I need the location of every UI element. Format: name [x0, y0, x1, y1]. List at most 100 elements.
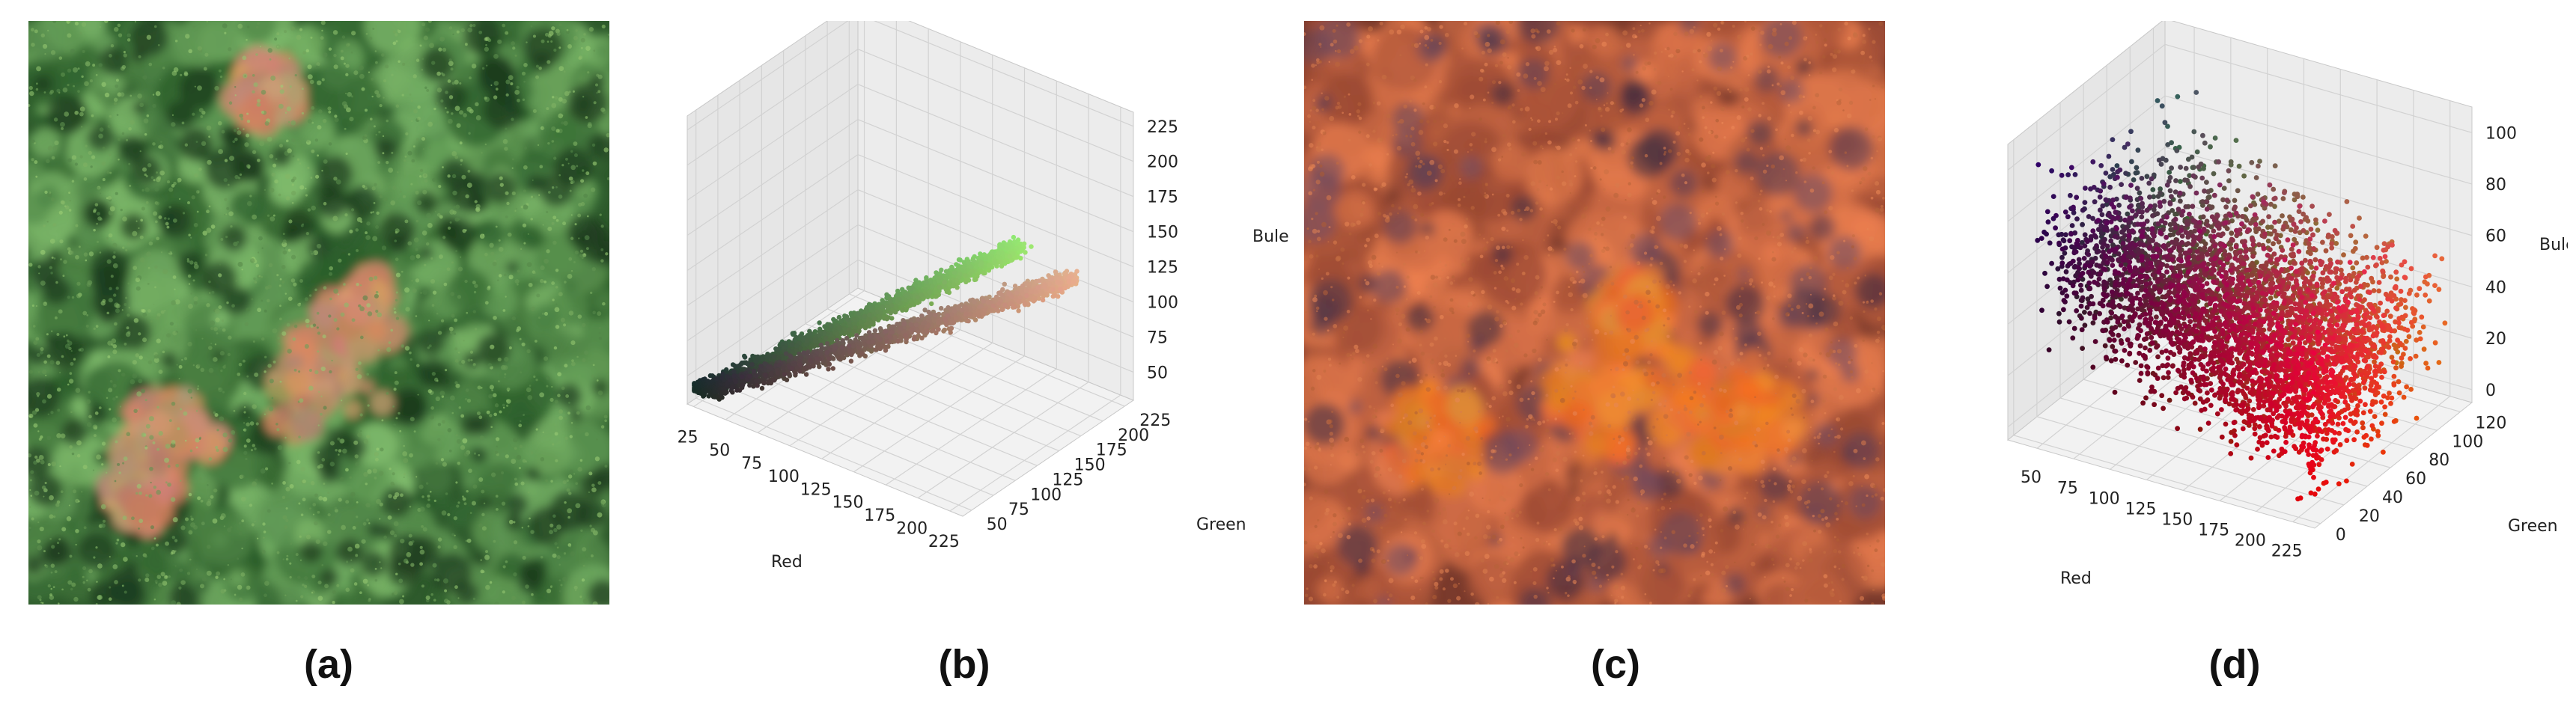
- scatter-point: [2399, 355, 2405, 361]
- scatter-point: [2393, 269, 2399, 275]
- scatter-point: [2352, 245, 2358, 251]
- scatter-point: [740, 374, 745, 380]
- scatter-point: [1040, 297, 1046, 303]
- scatter-point: [2419, 314, 2425, 320]
- scatter-point: [987, 255, 992, 261]
- scatter-point: [771, 378, 776, 383]
- scatter-point: [2202, 140, 2208, 146]
- scatter-point: [968, 264, 973, 269]
- scatter-point: [937, 319, 942, 325]
- scatter-point: [1005, 296, 1010, 302]
- scatter-point: [798, 333, 803, 339]
- scatter-point: [730, 390, 735, 395]
- scatter-point: [817, 364, 822, 370]
- scatter-point: [1017, 295, 1023, 300]
- scatter-point: [2249, 272, 2255, 278]
- scatter-point: [2128, 129, 2134, 135]
- x-tick-label: 75: [741, 454, 762, 473]
- scatter-point: [949, 312, 954, 317]
- scatter-point: [2232, 198, 2238, 204]
- scatter-point: [878, 328, 883, 334]
- scatter-point: [2423, 293, 2429, 298]
- scatter-point: [873, 347, 878, 352]
- scatter-point: [939, 305, 944, 311]
- scatter-point: [2248, 221, 2253, 226]
- scatter-point: [758, 364, 764, 369]
- scatter-point: [2133, 170, 2139, 176]
- scatter-point: [904, 336, 909, 342]
- scatter-point: [2387, 313, 2393, 319]
- y-tick-label: 125: [1052, 471, 1083, 489]
- scatter-point: [990, 303, 996, 308]
- scatter-point: [864, 305, 870, 310]
- scatter-point: [2364, 254, 2369, 260]
- scatter-point: [2199, 199, 2205, 204]
- scatter-point: [847, 327, 852, 332]
- scatter-point: [2169, 194, 2174, 200]
- scatter-point: [2158, 190, 2163, 196]
- scatter-point: [753, 358, 759, 364]
- scatter-point: [1056, 280, 1061, 285]
- panel-a: [28, 21, 609, 605]
- scatter-point: [932, 280, 937, 285]
- scatter-point: [999, 307, 1005, 313]
- scatter-point: [934, 330, 939, 336]
- scatter-point: [911, 337, 917, 342]
- scatter-point: [1041, 293, 1046, 299]
- scatter-point: [919, 292, 924, 298]
- scatter-point: [913, 322, 919, 328]
- scatter-point: [2382, 411, 2388, 417]
- scatter-point: [2408, 356, 2413, 361]
- scatter-point: [917, 283, 922, 288]
- scatter-point: [2420, 324, 2426, 330]
- scatter-point: [1029, 289, 1035, 294]
- scatter-point: [2403, 338, 2409, 344]
- scatter-point: [2172, 189, 2178, 195]
- scatter-point: [762, 361, 767, 367]
- scatter-point: [2260, 218, 2265, 224]
- scatter-point: [2233, 138, 2239, 144]
- scatter-point: [2402, 275, 2408, 280]
- scatter-point: [2439, 256, 2445, 262]
- scatter-point: [2376, 280, 2382, 285]
- scatter-point: [749, 362, 755, 367]
- scatter-point: [2123, 171, 2128, 177]
- scatter-point: [963, 311, 969, 317]
- scatter-point: [892, 309, 898, 315]
- scatter-point: [763, 373, 768, 378]
- scatter-point: [2151, 172, 2157, 178]
- scatter-point: [1020, 284, 1026, 289]
- scatter-point: [844, 316, 850, 322]
- scatter-point: [2363, 233, 2369, 239]
- scatter-point: [2320, 239, 2325, 245]
- scatter-point: [790, 366, 795, 371]
- scatter-point: [907, 303, 913, 308]
- scatter-point: [2396, 379, 2402, 385]
- scatter-point: [2165, 142, 2171, 147]
- scatter-point: [2161, 198, 2167, 204]
- z-tick-label: 225: [1147, 118, 1178, 137]
- y-tick-label: 225: [1139, 411, 1171, 430]
- scatter-point: [2155, 211, 2161, 216]
- scatter-point: [2381, 248, 2387, 253]
- scatter-point: [2239, 214, 2245, 219]
- scatter-point: [942, 279, 948, 285]
- scatter-point: [2134, 165, 2140, 171]
- scatter-point: [2405, 327, 2411, 333]
- scatter-point: [2151, 194, 2157, 200]
- scatter-point: [2312, 257, 2318, 263]
- scatter-point: [824, 349, 829, 355]
- scatter-point: [753, 373, 759, 379]
- scatter-point: [766, 379, 771, 385]
- scatter-point: [836, 356, 842, 361]
- scatter-point: [988, 308, 994, 313]
- scatter-point: [999, 243, 1005, 249]
- z-tick-label: 50: [1147, 364, 1168, 382]
- scatter-point: [939, 267, 944, 272]
- scatter-point: [2106, 153, 2112, 159]
- scatter-point: [2178, 179, 2183, 184]
- scatter-point: [2189, 154, 2195, 160]
- scatter-point: [884, 316, 889, 322]
- panel-d: 50 75 100 125 150 175 200 225 0 20 40 60 80 100 120 0 20…: [1894, 21, 2568, 605]
- scatter-point: [2156, 157, 2162, 163]
